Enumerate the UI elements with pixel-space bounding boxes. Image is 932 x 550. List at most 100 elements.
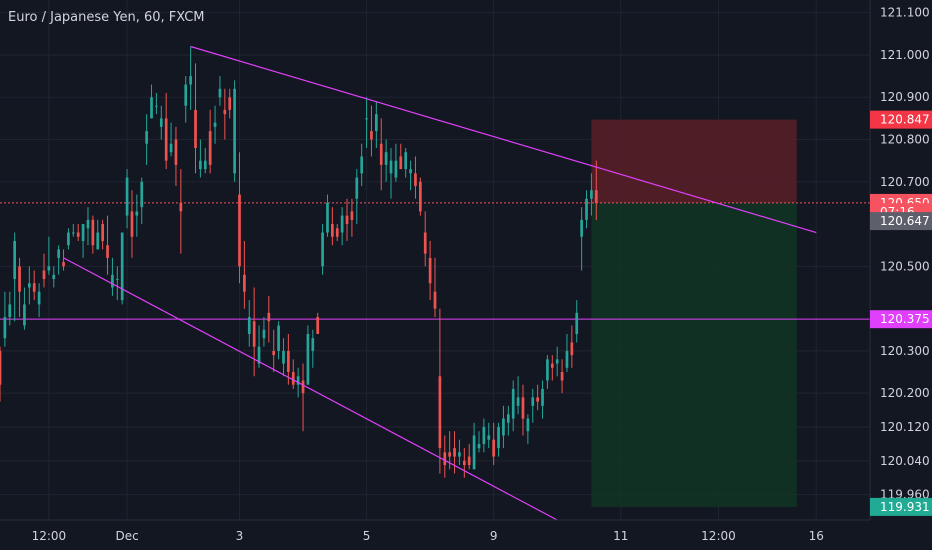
candle-body [272,350,276,356]
candle-body [550,363,554,368]
candle-body [409,169,412,174]
candle-body [52,274,56,280]
x-tick-label: 12:00 [701,529,736,543]
candle-body [575,312,579,334]
x-tick-label: 11 [613,529,628,543]
candle-body [448,452,452,457]
candle-body [370,131,373,140]
candle-body [71,232,75,234]
candle-body [150,97,153,119]
candle-body [467,456,471,466]
price-label-text: 119.931 [880,500,930,514]
candle-body [13,240,17,280]
candle-body [492,439,495,457]
candle-body [164,118,168,161]
candle-body [546,359,549,381]
trendline [63,257,558,521]
candle-body [32,283,36,292]
candle-body [203,160,207,170]
candle-body [125,177,129,216]
candle-body [115,279,119,281]
candle-body [340,215,344,233]
candle-body [502,418,505,436]
price-label-text: 120.375 [880,312,930,326]
candle-body [37,291,41,305]
candle-body [399,156,403,170]
candle-body [453,448,456,457]
candle-body [189,76,192,85]
candle-body [174,139,178,165]
price-label-badge [870,310,932,329]
candle-body [526,418,530,432]
price-label-badge [870,212,932,231]
candle-body [252,321,256,347]
candle-body [355,177,359,199]
candle-body [516,397,520,406]
candle-body [536,397,539,402]
chart-title: Euro / Japanese Yen, 60, FXCM [8,10,205,25]
candle-body [23,304,26,326]
candle-body [565,350,569,368]
candle-body [47,266,51,271]
candle-body [580,219,583,237]
candle-body [159,118,163,127]
candle-body [306,333,310,385]
candle-body [594,190,598,203]
y-tick-label: 120.120 [880,420,930,434]
candle-body [106,245,109,258]
candle-body [262,329,266,339]
candle-body [541,388,544,406]
price-label-badge [870,110,932,129]
y-tick-label: 120.700 [880,175,930,189]
candle-body [360,156,364,174]
candle-body [130,211,134,237]
candle-body [389,160,393,174]
price-label-text: 120.847 [880,113,930,127]
candle-body [96,232,100,250]
candle-body [86,219,90,229]
candle-body [296,376,300,385]
candle-body [238,194,241,267]
candle-body [443,452,447,466]
candle-body [42,270,46,280]
candle-body [331,224,334,237]
candle-body [27,283,31,288]
candle-body [311,338,315,351]
candle-body [57,249,60,258]
candle-body [277,325,280,351]
x-tick-label: 16 [809,529,824,543]
risk-zone [591,119,797,203]
x-tick-label: Dec [115,529,138,543]
candle-body [155,105,158,107]
candle-body [3,317,7,339]
y-tick-label: 120.040 [880,454,930,468]
candle-body [521,397,525,419]
candle-body [375,114,378,132]
price-label-text: 120.647 [880,214,930,228]
reward-zone [591,202,797,507]
y-tick-label: 121.100 [880,6,930,20]
candle-body [316,317,320,334]
candle-body [384,152,388,165]
candle-body [179,202,183,212]
candle-body [257,346,261,364]
candle-body [321,232,324,267]
y-tick-label: 120.200 [880,386,930,400]
x-tick-label: 3 [236,529,244,543]
candle-body [169,143,173,153]
x-tick-label: 12:00 [32,529,67,543]
candle-body [199,160,202,170]
candle-body [511,388,515,419]
candle-body [487,435,491,440]
candle-body [76,232,80,237]
candle-body [326,202,329,233]
candle-body [570,342,574,356]
candle-body [282,350,285,364]
candle-body [335,228,339,237]
candle-body [379,143,383,165]
candle-body [472,435,476,470]
candle-body [62,262,65,267]
candle-body [208,131,212,165]
